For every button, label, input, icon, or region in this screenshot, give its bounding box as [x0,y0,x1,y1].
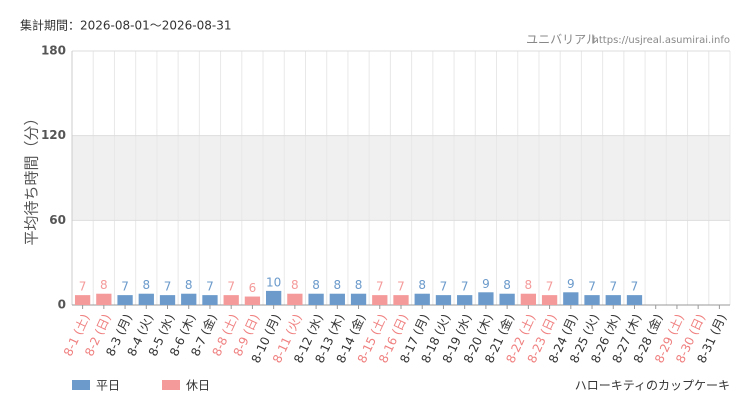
bar [414,293,430,305]
legend-label: 休日 [186,379,210,393]
caption: ハローキティのカップケーキ [575,379,730,393]
y-tick-label: 180 [41,44,66,58]
bar [308,293,324,305]
bar [478,292,494,305]
y-tick-label: 120 [41,128,66,142]
bar [372,295,388,305]
bar [563,292,579,305]
data-label: 7 [546,280,554,294]
bar [626,295,643,305]
legend-label: 平日 [96,379,120,393]
data-label: 8 [503,278,511,292]
bar [584,295,600,305]
bar [223,295,239,305]
data-label: 7 [376,280,384,294]
data-label: 8 [291,278,299,292]
y-axis-label: 平均待ち時間（分） [23,110,41,245]
data-label: 7 [397,280,405,294]
bar [159,295,176,305]
data-label: 7 [121,280,129,294]
y-tick-label: 60 [49,213,66,227]
data-label: 9 [482,277,490,291]
bar [541,295,558,305]
bar [74,295,91,305]
bar [202,295,218,305]
source-url: https://usjreal.asumirai.info [593,35,730,46]
data-label: 8 [355,278,363,292]
bar [435,295,452,305]
data-label: 8 [142,278,150,292]
bar [181,293,197,305]
data-label: 8 [334,278,342,292]
data-label: 7 [461,280,469,294]
legend-swatch [162,380,180,390]
source-name: ユニバリアル [526,33,598,47]
bar [520,293,536,305]
data-label: 8 [185,278,193,292]
data-label: 7 [588,280,596,294]
bar [605,295,621,305]
bar [287,293,303,305]
data-label: 7 [609,280,617,294]
bar [393,295,409,305]
data-label: 10 [266,275,281,289]
bar [457,295,473,305]
bar [266,290,282,305]
bar [96,293,112,305]
data-label: 8 [525,278,533,292]
bar [329,293,345,305]
legend-swatch [72,380,90,390]
data-label: 9 [567,277,575,291]
data-label: 8 [100,278,108,292]
data-label: 7 [206,280,214,294]
chart-title: 集計期間：2026-08-01〜2026-08-31 [20,18,231,33]
bar [138,293,154,305]
data-label: 7 [79,280,87,294]
data-label: 8 [312,278,320,292]
data-label: 7 [440,280,448,294]
bar [499,293,515,305]
y-tick-label: 0 [58,298,66,312]
data-label: 7 [631,280,639,294]
bar [244,296,261,305]
data-label: 7 [227,280,235,294]
grid-band [72,135,730,221]
data-label: 8 [418,278,426,292]
data-label: 6 [249,281,257,295]
bar [117,295,133,305]
data-label: 7 [164,280,172,294]
bar [350,293,367,305]
